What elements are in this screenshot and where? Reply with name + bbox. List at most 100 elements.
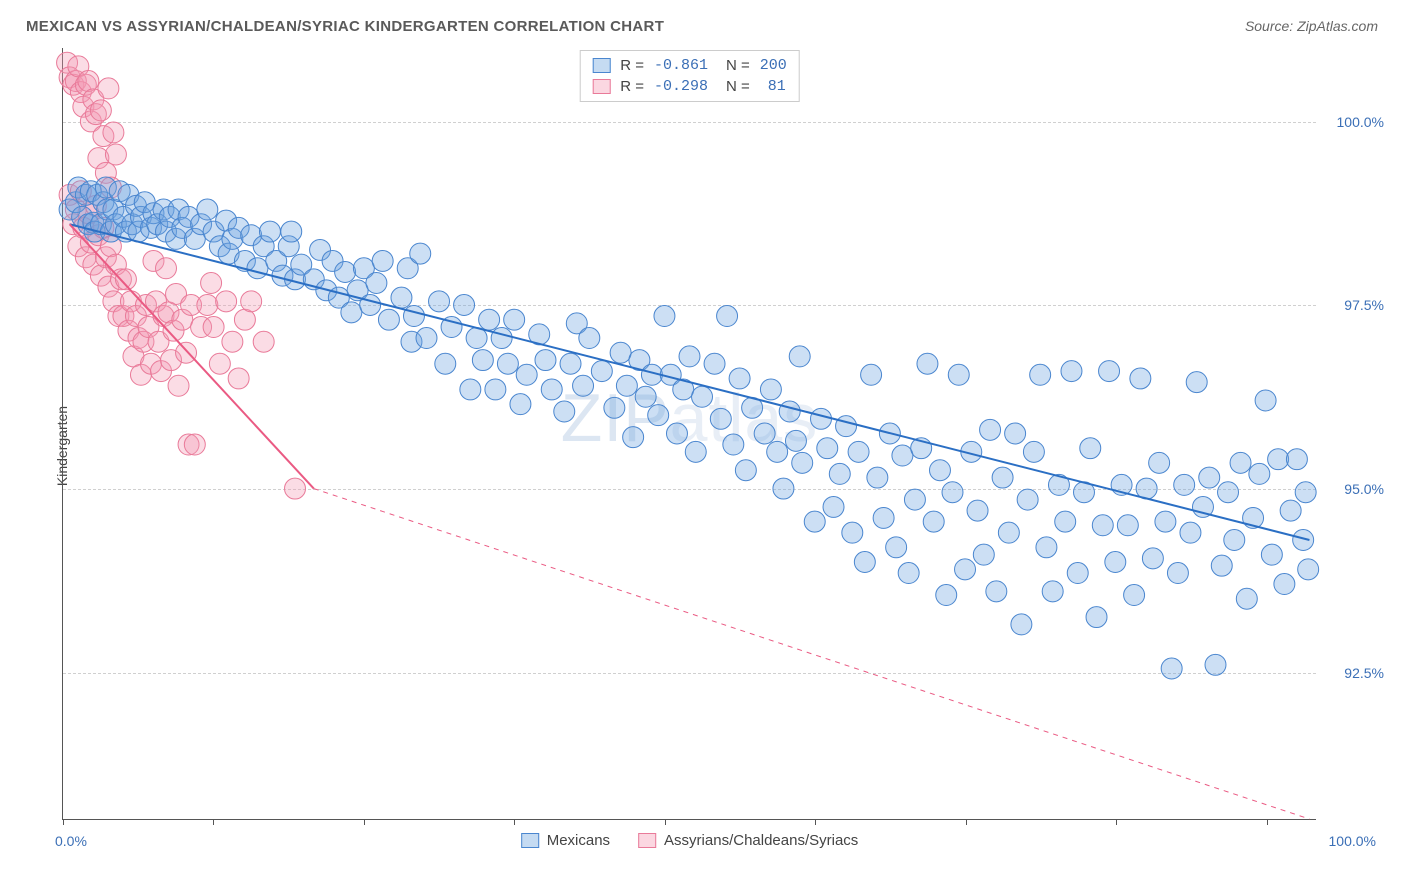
data-point [792,452,813,473]
data-point [197,199,218,220]
x-axis-min-label: 0.0% [55,833,87,849]
swatch-blue [521,833,539,848]
data-point [1261,544,1282,565]
plot-area: ZIPatlas R = -0.861 N = 200 R = -0.298 N… [62,48,1316,820]
data-point [222,331,243,352]
x-tick [63,819,64,825]
data-point [1030,364,1051,385]
data-point [410,243,431,264]
data-point [1199,467,1220,488]
data-point [804,511,825,532]
data-point [78,71,99,92]
data-point [1042,581,1063,602]
data-point [1086,607,1107,628]
data-point [1117,515,1138,536]
data-point [779,401,800,422]
data-point [773,478,794,499]
data-point [679,346,700,367]
data-point [403,306,424,327]
data-point [942,482,963,503]
data-point [378,309,399,330]
data-point [372,250,393,271]
data-point [1295,482,1316,503]
data-point [1023,441,1044,462]
data-point [867,467,888,488]
data-point [1142,548,1163,569]
legend-series: Mexicans Assyrians/Chaldeans/Syriacs [521,832,859,849]
data-point [635,386,656,407]
x-tick [213,819,214,825]
data-point [201,272,222,293]
data-point [360,295,381,316]
data-point [168,375,189,396]
x-tick [364,819,365,825]
data-point [829,463,850,484]
y-tick-label: 92.5% [1326,665,1384,681]
data-point [90,100,111,121]
legend-n-label: N = [726,57,750,74]
data-point [1149,452,1170,473]
data-point [848,441,869,462]
data-point [823,496,844,517]
data-point [998,522,1019,543]
data-point [754,423,775,444]
source-attribution: Source: ZipAtlas.com [1245,18,1378,34]
data-point [1055,511,1076,532]
data-point [836,416,857,437]
legend-item-pink: Assyrians/Chaldeans/Syriacs [638,832,858,849]
data-point [491,328,512,349]
data-point [685,441,706,462]
data-point [1274,574,1295,595]
data-point [1105,552,1126,573]
data-point [391,287,412,308]
data-point [98,78,119,99]
data-point [1255,390,1276,411]
data-point [1099,361,1120,382]
data-point [510,394,531,415]
data-point [616,375,637,396]
data-point [1167,563,1188,584]
data-point [817,438,838,459]
data-point [610,342,631,363]
x-tick [966,819,967,825]
data-point [1161,658,1182,679]
swatch-pink [592,79,610,94]
data-point [760,379,781,400]
data-point [729,368,750,389]
data-point [717,306,738,327]
x-tick [815,819,816,825]
data-point [197,295,218,316]
legend-n-value-pink: 81 [768,78,786,95]
data-point [980,419,1001,440]
data-point [929,460,950,481]
data-point [986,581,1007,602]
legend-r-value-blue: -0.861 [654,57,708,74]
data-point [1174,474,1195,495]
data-point [234,309,255,330]
data-point [1236,588,1257,609]
data-point [710,408,731,429]
data-point [1286,449,1307,470]
data-point [992,467,1013,488]
x-tick [665,819,666,825]
data-point [1092,515,1113,536]
data-point [666,423,687,444]
data-point [904,489,925,510]
data-point [898,563,919,584]
x-axis-max-label: 100.0% [1329,833,1376,849]
data-point [504,309,525,330]
y-tick-label: 100.0% [1326,114,1384,130]
chart-svg [63,48,1316,819]
data-point [886,537,907,558]
data-point [923,511,944,532]
data-point [811,408,832,429]
data-point [281,221,302,242]
data-point [1080,438,1101,459]
data-point [541,379,562,400]
data-point [259,221,280,242]
legend-r-label: R = [620,57,644,74]
data-point [1155,511,1176,532]
swatch-pink [638,833,656,848]
data-point [1230,452,1251,473]
data-point [253,331,274,352]
